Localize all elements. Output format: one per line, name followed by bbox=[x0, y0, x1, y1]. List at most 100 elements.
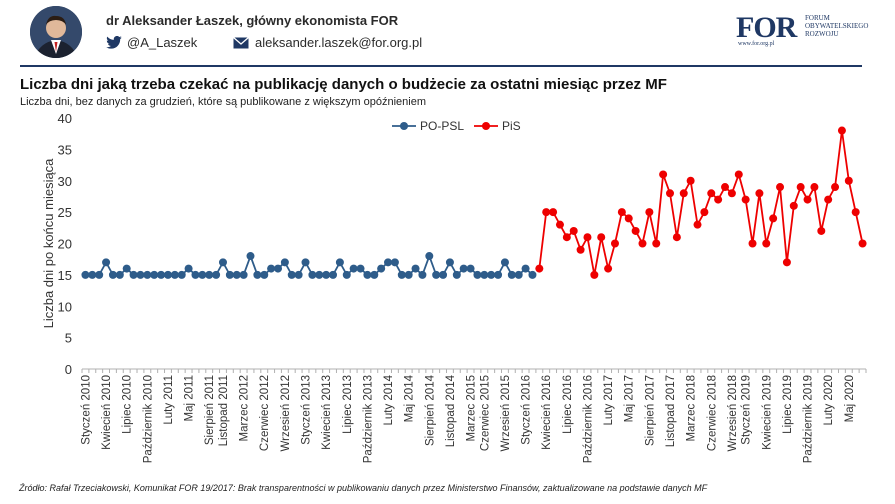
data-point-po-psl bbox=[459, 264, 468, 273]
data-point-po-psl bbox=[528, 270, 537, 279]
data-point-po-psl bbox=[514, 270, 523, 279]
y-tick-label: 5 bbox=[65, 331, 72, 346]
data-point-po-psl bbox=[301, 258, 310, 267]
series-line-pis bbox=[538, 130, 864, 276]
twitter-handle[interactable]: @A_Laszek bbox=[106, 35, 197, 50]
data-point-pis bbox=[569, 226, 578, 235]
data-point-po-psl bbox=[225, 270, 234, 279]
data-point-pis bbox=[535, 264, 544, 273]
y-tick-label: 35 bbox=[58, 142, 72, 157]
x-tick-label: Marzec 2018 bbox=[686, 375, 698, 441]
x-tick-label: Październik 2016 bbox=[582, 375, 594, 463]
data-point-po-psl bbox=[170, 270, 179, 279]
data-point-pis bbox=[700, 208, 709, 217]
data-point-pis bbox=[679, 189, 688, 198]
data-point-po-psl bbox=[397, 270, 406, 279]
data-point-po-psl bbox=[218, 258, 227, 267]
x-tick-label: Luty 2017 bbox=[603, 375, 615, 426]
data-point-po-psl bbox=[487, 270, 496, 279]
header-divider bbox=[20, 65, 862, 67]
x-tick-label: Kwiecień 2010 bbox=[101, 375, 113, 450]
x-tick-label: Lipiec 2010 bbox=[122, 375, 134, 434]
twitter-icon bbox=[106, 36, 122, 49]
data-point-pis bbox=[659, 170, 668, 179]
x-tick-label: Maj 2017 bbox=[624, 375, 636, 422]
data-point-po-psl bbox=[88, 270, 97, 279]
data-point-po-psl bbox=[280, 258, 289, 267]
data-point-pis bbox=[810, 183, 819, 192]
data-point-pis bbox=[741, 195, 750, 204]
data-point-pis bbox=[748, 239, 757, 248]
data-point-pis bbox=[652, 239, 661, 248]
data-point-pis bbox=[610, 239, 619, 248]
x-tick-label: Kwiecień 2013 bbox=[321, 375, 333, 450]
x-tick-label: Sierpień 2014 bbox=[424, 374, 436, 446]
chart-subtitle: Liczba dni, bez danych za grudzień, któr… bbox=[20, 96, 426, 108]
data-point-po-psl bbox=[267, 264, 276, 273]
x-tick-label: Czerwiec 2015 bbox=[479, 375, 491, 451]
y-tick-label: 20 bbox=[58, 237, 72, 252]
y-tick-label: 40 bbox=[58, 111, 72, 126]
x-tick-label: Luty 2014 bbox=[383, 374, 395, 425]
data-point-pis bbox=[776, 183, 785, 192]
data-point-pis bbox=[597, 233, 606, 242]
x-tick-label: Sierpień 2011 bbox=[204, 375, 216, 445]
x-tick-label: Październik 2010 bbox=[142, 375, 154, 463]
x-tick-label: Listopad 2014 bbox=[445, 374, 457, 447]
data-point-po-psl bbox=[191, 270, 200, 279]
data-point-po-psl bbox=[445, 258, 454, 267]
data-point-po-psl bbox=[335, 258, 344, 267]
data-point-pis bbox=[727, 189, 736, 198]
x-tick-label: Kwiecień 2016 bbox=[541, 375, 553, 450]
data-point-pis bbox=[762, 239, 771, 248]
x-tick-label: Październik 2019 bbox=[803, 375, 815, 463]
data-point-po-psl bbox=[507, 270, 516, 279]
data-point-po-psl bbox=[329, 270, 338, 279]
data-point-pis bbox=[583, 233, 592, 242]
email-link[interactable]: aleksander.laszek@for.org.pl bbox=[233, 35, 422, 50]
data-point-pis bbox=[858, 239, 867, 248]
data-point-po-psl bbox=[342, 270, 351, 279]
data-point-po-psl bbox=[287, 270, 296, 279]
y-tick-label: 15 bbox=[58, 268, 72, 283]
data-point-pis bbox=[693, 220, 702, 229]
logo-tagline: FORUM OBYWATELSKIEGO ROZWOJU bbox=[805, 14, 869, 38]
data-point-po-psl bbox=[232, 270, 241, 279]
data-point-po-psl bbox=[349, 264, 358, 273]
data-point-pis bbox=[755, 189, 764, 198]
data-point-pis bbox=[789, 201, 798, 210]
data-point-po-psl bbox=[473, 270, 482, 279]
data-point-pis bbox=[686, 176, 695, 185]
data-point-pis bbox=[796, 183, 805, 192]
twitter-handle-text: @A_Laszek bbox=[127, 35, 198, 50]
data-point-pis bbox=[824, 195, 833, 204]
data-point-po-psl bbox=[177, 270, 186, 279]
y-tick-label: 30 bbox=[58, 174, 72, 189]
data-point-pis bbox=[555, 220, 564, 229]
y-tick-label: 10 bbox=[58, 299, 72, 314]
data-point-po-psl bbox=[322, 270, 331, 279]
for-logo: FOR FORUM OBYWATELSKIEGO ROZWOJU www.for… bbox=[736, 11, 869, 51]
data-point-pis bbox=[782, 258, 791, 267]
data-point-pis bbox=[562, 233, 571, 242]
x-tick-label: Kwiecień 2019 bbox=[761, 375, 773, 450]
x-tick-label: Sierpień 2017 bbox=[644, 375, 656, 446]
data-point-po-psl bbox=[115, 270, 124, 279]
header: dr Aleksander Łaszek, główny ekonomista … bbox=[0, 0, 895, 66]
data-point-po-psl bbox=[384, 258, 393, 267]
data-point-pis bbox=[817, 226, 826, 235]
x-tick-label: Styczeń 2010 bbox=[80, 375, 92, 445]
data-point-po-psl bbox=[356, 264, 365, 273]
data-point-po-psl bbox=[143, 270, 152, 279]
data-point-po-psl bbox=[315, 270, 324, 279]
data-point-po-psl bbox=[425, 252, 434, 261]
data-point-pis bbox=[590, 270, 599, 279]
data-point-pis bbox=[844, 176, 853, 185]
source-note: Źródło: Rafał Trzeciakowski, Komunikat F… bbox=[19, 483, 708, 493]
data-point-pis bbox=[624, 214, 633, 223]
x-tick-label: Styczeń 2019 bbox=[741, 375, 753, 445]
x-tick-label: Lipiec 2019 bbox=[782, 375, 794, 434]
data-point-po-psl bbox=[205, 270, 214, 279]
y-axis-label: Liczba dni po końcu miesiąca bbox=[41, 158, 56, 329]
x-tick-label: Marzec 2015 bbox=[466, 375, 478, 441]
